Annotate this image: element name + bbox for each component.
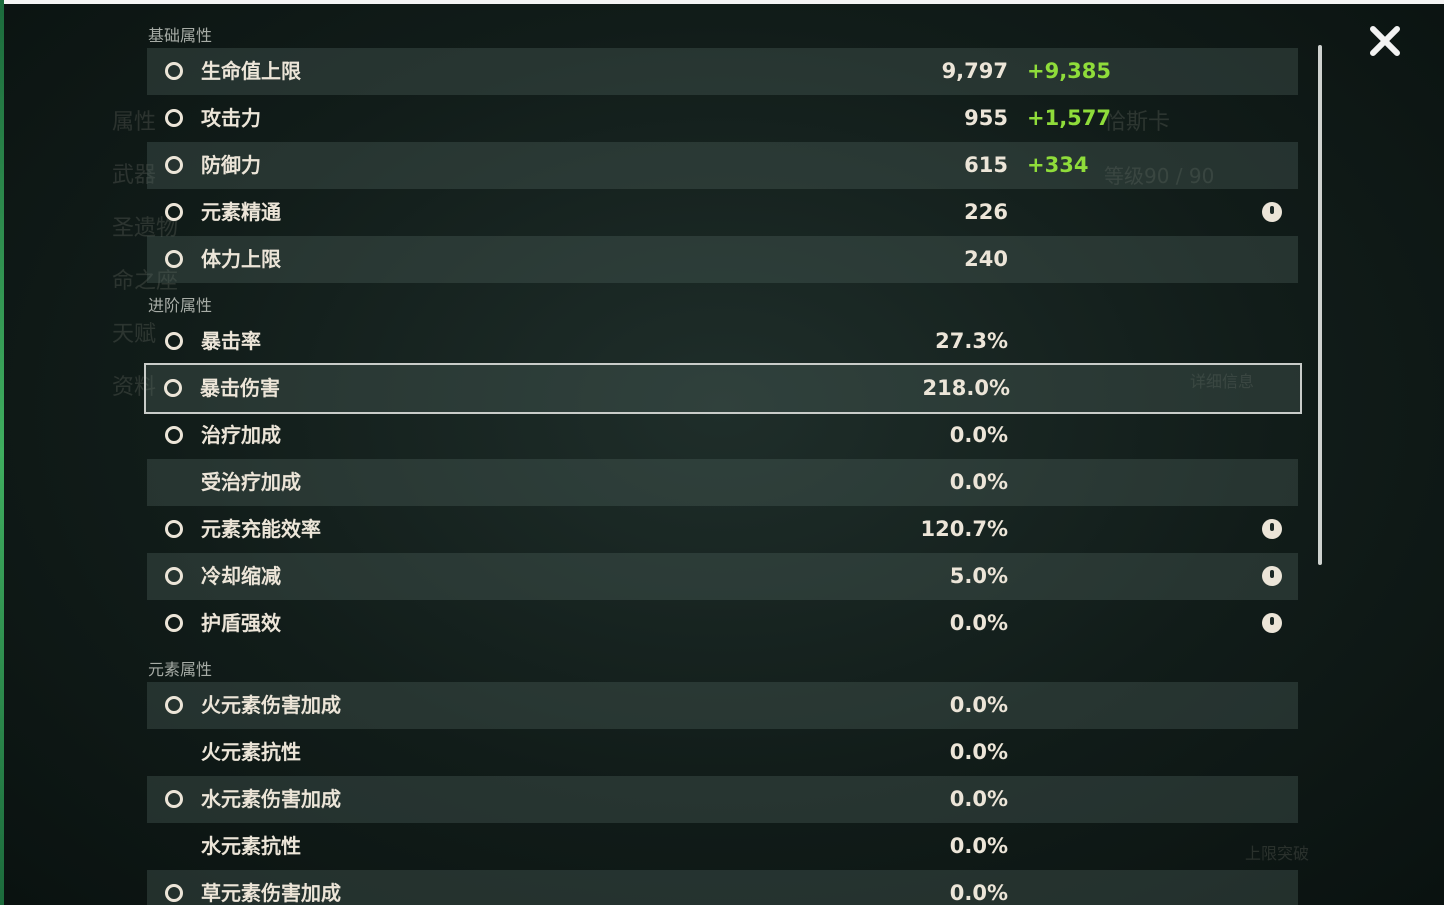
- stat-value: 955: [964, 106, 1008, 130]
- stat-value: 615: [964, 153, 1008, 177]
- menu-item[interactable]: 资料: [112, 375, 157, 400]
- stat-label: 防御力: [201, 153, 261, 177]
- stat-label: 治疗加成: [201, 423, 281, 447]
- stat-row[interactable]: 草元素伤害加成 0.0%: [147, 870, 1298, 905]
- help-icon[interactable]: [1262, 202, 1282, 222]
- stat-row[interactable]: 水元素伤害加成 0.0%: [147, 776, 1298, 823]
- stat-label: 攻击力: [201, 106, 261, 130]
- stat-icon: [165, 250, 183, 268]
- close-button[interactable]: [1366, 22, 1404, 60]
- stat-label: 暴击率: [201, 329, 261, 353]
- stat-label: 元素精通: [201, 200, 281, 224]
- stat-icon: [165, 203, 183, 221]
- stat-icon: [165, 156, 183, 174]
- stat-row[interactable]: 元素精通 226: [147, 189, 1298, 236]
- stat-label: 暴击伤害: [200, 376, 280, 400]
- stat-value: 240: [964, 247, 1008, 271]
- stat-row[interactable]: 治疗加成 0.0%: [147, 412, 1298, 459]
- top-border: [0, 0, 1444, 4]
- stat-icon: [165, 696, 183, 714]
- menu-item[interactable]: 圣遗物: [112, 216, 179, 241]
- menu-item[interactable]: 命之座: [112, 269, 179, 294]
- stat-label: 生命值上限: [201, 59, 301, 83]
- stat-label: 护盾强效: [201, 611, 281, 635]
- edge-glow: [0, 0, 4, 905]
- stat-row[interactable]: 火元素抗性 0.0%: [147, 729, 1298, 776]
- details-button: 详细信息: [1190, 372, 1255, 391]
- stat-value: 218.0%: [922, 376, 1010, 400]
- stat-row[interactable]: 冷却缩减 5.0%: [147, 553, 1298, 600]
- stat-value: 5.0%: [949, 564, 1008, 588]
- stat-row[interactable]: 暴击伤害 218.0%: [144, 363, 1302, 414]
- character-name: 恰斯卡: [1104, 110, 1171, 135]
- stat-label: 体力上限: [201, 247, 281, 271]
- scrollbar[interactable]: [1318, 45, 1322, 565]
- stat-icon: [165, 109, 183, 127]
- stat-row[interactable]: 火元素伤害加成 0.0%: [147, 682, 1298, 729]
- menu-item[interactable]: 属性: [112, 110, 157, 135]
- stat-row[interactable]: 护盾强效 0.0%: [147, 600, 1298, 647]
- help-icon[interactable]: [1262, 519, 1282, 539]
- stat-label: 元素充能效率: [201, 517, 321, 541]
- stat-row[interactable]: 受治疗加成 0.0%: [147, 459, 1298, 506]
- stat-row[interactable]: 暴击率 27.3%: [147, 318, 1298, 365]
- stat-icon: [165, 520, 183, 538]
- stat-row[interactable]: 体力上限 240: [147, 236, 1298, 283]
- stat-row[interactable]: 防御力 615 +334: [147, 142, 1298, 189]
- stat-icon: [165, 62, 183, 80]
- stat-label: 火元素伤害加成: [201, 693, 341, 717]
- stat-value: 0.0%: [949, 787, 1008, 811]
- stat-icon: [165, 884, 183, 902]
- stat-row[interactable]: 攻击力 955 +1,577: [147, 95, 1298, 142]
- stat-value: 0.0%: [949, 693, 1008, 717]
- stat-value: 0.0%: [949, 611, 1008, 635]
- stat-bonus: +334: [1027, 153, 1089, 177]
- section-title: 元素属性: [148, 660, 213, 679]
- help-icon[interactable]: [1262, 566, 1282, 586]
- stat-value: 226: [964, 200, 1008, 224]
- stat-value: 120.7%: [920, 517, 1008, 541]
- menu-item[interactable]: 武器: [112, 163, 157, 188]
- stat-label: 水元素伤害加成: [201, 787, 341, 811]
- help-icon[interactable]: [1262, 613, 1282, 633]
- stat-icon: [165, 790, 183, 808]
- stat-value: 0.0%: [949, 881, 1008, 905]
- stat-bonus: +9,385: [1027, 59, 1112, 83]
- stat-icon: [164, 379, 182, 397]
- stat-label: 火元素抗性: [201, 740, 301, 764]
- stat-icon: [165, 614, 183, 632]
- ascend-button: 上限突破: [1245, 844, 1310, 863]
- stat-label: 水元素抗性: [201, 834, 301, 858]
- stat-value: 9,797: [941, 59, 1008, 83]
- stat-value: 0.0%: [949, 740, 1008, 764]
- stat-label: 冷却缩减: [201, 564, 281, 588]
- stat-icon: [165, 332, 183, 350]
- stat-label: 草元素伤害加成: [201, 881, 341, 905]
- stat-row[interactable]: 生命值上限 9,797 +9,385: [147, 48, 1298, 95]
- stat-value: 27.3%: [935, 329, 1008, 353]
- stat-label: 受治疗加成: [201, 470, 301, 494]
- stat-icon: [165, 426, 183, 444]
- stat-value: 0.0%: [949, 834, 1008, 858]
- stat-value: 0.0%: [949, 423, 1008, 447]
- stat-icon: [165, 567, 183, 585]
- menu-item[interactable]: 天赋: [112, 322, 157, 347]
- stat-value: 0.0%: [949, 470, 1008, 494]
- section-title: 进阶属性: [148, 296, 213, 315]
- character-level: 等级90 / 90: [1104, 164, 1215, 188]
- stat-row[interactable]: 元素充能效率 120.7%: [147, 506, 1298, 553]
- stat-bonus: +1,577: [1027, 106, 1112, 130]
- stat-row[interactable]: 水元素抗性 0.0%: [147, 823, 1298, 870]
- section-title: 基础属性: [148, 26, 213, 45]
